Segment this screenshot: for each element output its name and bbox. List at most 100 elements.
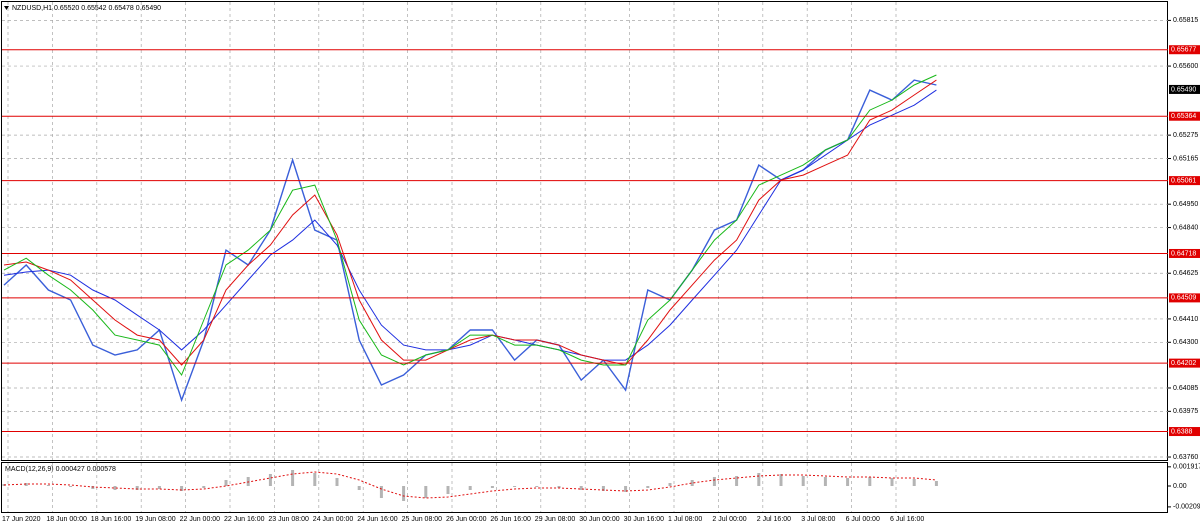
y-tick-label: 0.001917	[1173, 464, 1200, 471]
macd-title: MACD(12,26,9) 0.000427 0.000578	[5, 466, 116, 473]
level-tag	[1169, 248, 1200, 258]
y-tick-label: 0.65165	[1173, 155, 1198, 162]
y-tick-label: 0.65815	[1173, 17, 1198, 24]
macd-bar	[579, 486, 583, 490]
y-tick-label: -0.00209	[1173, 504, 1200, 511]
x-tick-label: 24 Jun 00:00	[313, 516, 354, 523]
macd-bar	[379, 486, 383, 498]
price-line	[3, 79, 937, 366]
macd-bar	[113, 486, 117, 490]
macd-bar	[557, 486, 561, 488]
macd-bar	[779, 474, 783, 486]
macd-bar	[424, 486, 428, 498]
x-tick-label: 1 Jul 08:00	[668, 516, 702, 523]
x-tick-label: 18 Jun 16:00	[91, 516, 132, 523]
macd-bar	[69, 486, 73, 487]
macd-bar	[357, 486, 361, 490]
y-tick-label: 0.64840	[1173, 224, 1198, 231]
macd-bar	[868, 477, 872, 486]
macd-bar	[513, 486, 517, 487]
level-tag	[1169, 293, 1200, 303]
level-label: 0.65061	[1171, 177, 1196, 184]
macd-bar	[268, 474, 272, 486]
level-label: 0.65677	[1171, 47, 1196, 54]
y-tick-label: 0.64410	[1173, 316, 1198, 323]
x-tick-label: 30 Jun 00:00	[579, 516, 620, 523]
macd-bar	[735, 476, 739, 486]
level-label: 0.64202	[1171, 360, 1196, 367]
macd-bar	[291, 470, 295, 486]
price-line	[3, 74, 937, 377]
macd-bar	[24, 483, 28, 486]
x-tick-label: 29 Jun 08:00	[535, 516, 576, 523]
macd-bar	[446, 486, 450, 494]
macd-bar	[668, 483, 672, 486]
x-tick-label: 17 Jun 2020	[2, 516, 41, 523]
macd-bar	[402, 486, 406, 501]
level-tag	[1169, 358, 1200, 368]
y-tick-label: 0.00	[1173, 483, 1187, 490]
macd-bar	[646, 486, 650, 488]
macd-bar	[490, 486, 494, 488]
macd-bar	[468, 486, 472, 490]
macd-bar	[157, 486, 161, 489]
x-tick-label: 25 Jun 08:00	[402, 516, 443, 523]
macd-bar	[46, 485, 50, 486]
y-tick-label: 0.65275	[1173, 132, 1198, 139]
y-tick-label: 0.63760	[1173, 454, 1198, 461]
macd-bar	[624, 486, 628, 492]
y-tick-label: 0.64085	[1173, 385, 1198, 392]
x-tick-label: 30 Jun 16:00	[624, 516, 665, 523]
macd-bar	[202, 486, 206, 488]
x-tick-label: 2 Jul 16:00	[757, 516, 791, 523]
main-frame	[1, 1, 1168, 461]
symbol-title: NZDUSD,H1	[12, 5, 52, 12]
macd-bar	[757, 473, 761, 486]
x-tick-label: 22 Jun 16:00	[224, 516, 265, 523]
x-tick-label: 22 Jun 00:00	[180, 516, 221, 523]
level-label: 0.65364	[1171, 113, 1196, 120]
macd-bar	[890, 478, 894, 486]
current-price-tag	[1169, 84, 1200, 94]
macd-bar	[690, 480, 694, 486]
macd-bar	[846, 478, 850, 486]
x-tick-label: 19 Jun 08:00	[135, 516, 176, 523]
macd-bar	[535, 486, 539, 487]
x-tick-label: 3 Jul 08:00	[801, 516, 835, 523]
price-header: 0.65520 0.65542 0.65478 0.65490	[54, 5, 161, 12]
macd-bar	[601, 486, 605, 491]
level-label: 0.6388	[1171, 428, 1193, 435]
level-label: 0.64509	[1171, 295, 1196, 302]
level-tag	[1169, 427, 1200, 437]
y-tick-label: 0.65600	[1173, 63, 1198, 70]
y-tick-label: 0.64300	[1173, 339, 1198, 346]
x-tick-label: 2 Jul 00:00	[712, 516, 746, 523]
macd-bar	[180, 486, 184, 491]
y-tick-label: 0.63975	[1173, 408, 1198, 415]
level-tag	[1169, 176, 1200, 186]
x-tick-label: 6 Jul 16:00	[890, 516, 924, 523]
macd-bar	[823, 477, 827, 486]
x-tick-label: 26 Jun 16:00	[490, 516, 531, 523]
current-price-label: 0.65490	[1171, 86, 1196, 93]
macd-bar	[801, 476, 805, 486]
level-tag	[1169, 111, 1200, 121]
x-tick-label: 6 Jul 00:00	[846, 516, 880, 523]
menu-icon[interactable]	[4, 6, 9, 10]
macd-frame	[1, 462, 1168, 513]
x-tick-label: 23 Jun 08:00	[268, 516, 309, 523]
macd-bar	[712, 477, 716, 486]
macd-bar	[934, 481, 938, 486]
x-tick-label: 18 Jun 00:00	[46, 516, 87, 523]
y-tick-label: 0.64950	[1173, 201, 1198, 208]
level-tag	[1169, 45, 1200, 55]
level-label: 0.64718	[1171, 250, 1196, 257]
macd-bar	[912, 479, 916, 486]
macd-bar	[313, 473, 317, 486]
macd-bar	[335, 478, 339, 486]
x-tick-label: 26 Jun 00:00	[446, 516, 487, 523]
y-tick-label: 0.64625	[1173, 270, 1198, 277]
